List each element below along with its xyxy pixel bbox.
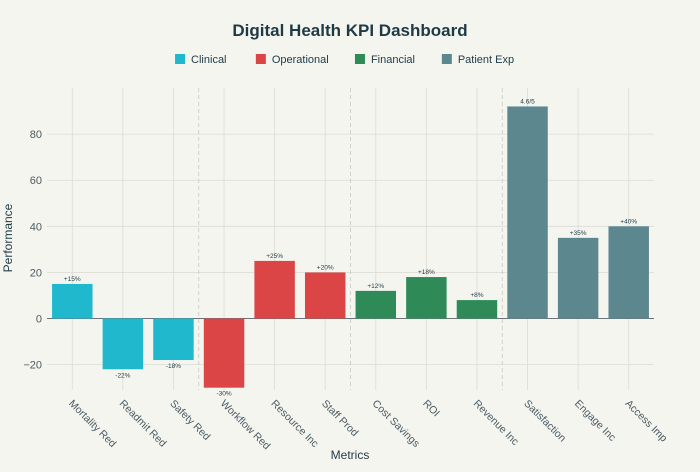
data-label: +25% <box>266 253 283 260</box>
y-axis-ticks: −20 0 20 40 60 80 <box>23 129 42 372</box>
data-label: +20% <box>317 264 334 271</box>
data-label: +15% <box>64 276 81 283</box>
x-tick-label: Mortality Red <box>66 398 118 450</box>
x-tick-label: Safety Red <box>167 398 212 443</box>
legend-label: Clinical <box>191 54 226 66</box>
x-tick-label: Readmit Red <box>117 398 169 450</box>
data-label: +18% <box>418 269 435 276</box>
y-tick-label: −20 <box>23 360 42 372</box>
data-label: +35% <box>570 230 587 237</box>
bar <box>102 318 144 370</box>
y-axis-label: Performance <box>1 203 15 272</box>
y-tick-label: 60 <box>30 175 42 187</box>
x-tick-label: Workflow Red <box>218 398 273 453</box>
data-label: -22% <box>115 372 130 379</box>
bars <box>52 106 649 388</box>
bar <box>254 260 295 319</box>
legend-swatch <box>441 54 452 64</box>
data-label: -18% <box>166 363 181 370</box>
data-label: -30% <box>216 391 231 398</box>
x-tick-label: Engage Inc <box>572 398 618 444</box>
data-labels: +15% -22% -18% -30% +25% +20% +12% +18% +8% 4.6/5… <box>64 98 637 397</box>
data-label: +8% <box>470 292 483 299</box>
bar <box>153 318 194 361</box>
legend-swatch <box>175 54 186 64</box>
bar <box>456 300 498 319</box>
bar <box>406 277 447 319</box>
bar <box>304 272 346 319</box>
data-label: +40% <box>620 218 637 225</box>
x-tick-label: Cost Savings <box>370 398 422 450</box>
x-tick-label: Satisfaction <box>521 398 568 445</box>
x-tick-label: ROI <box>420 398 442 420</box>
group-separators <box>198 88 503 390</box>
bar <box>355 290 397 319</box>
bar <box>507 106 548 319</box>
chart-title: Digital Health KPI Dashboard <box>232 21 467 40</box>
x-tick-label: Access Imp <box>623 398 670 445</box>
legend-label: Patient Exp <box>458 54 514 66</box>
x-tick-label: Revenue Inc <box>471 398 521 448</box>
bar <box>52 283 93 319</box>
x-axis-label: Metrics <box>331 448 370 462</box>
legend-label: Operational <box>272 54 329 66</box>
data-label: +12% <box>367 283 384 290</box>
bar <box>203 318 245 388</box>
data-label: 4.6/5 <box>520 98 535 105</box>
chart-legend: Clinical Operational Financial Patient Exp <box>175 54 514 66</box>
y-tick-label: 0 <box>36 314 42 326</box>
y-tick-label: 80 <box>30 129 42 141</box>
y-tick-label: 40 <box>30 221 42 233</box>
x-tick-label: Resource Inc <box>269 398 321 450</box>
bar <box>557 237 599 319</box>
bar <box>608 226 649 319</box>
legend-swatch <box>255 54 266 64</box>
x-tick-label: Staff Prod <box>319 398 360 439</box>
y-tick-label: 20 <box>30 267 42 279</box>
legend-swatch <box>354 54 365 64</box>
legend-label: Financial <box>371 54 415 66</box>
